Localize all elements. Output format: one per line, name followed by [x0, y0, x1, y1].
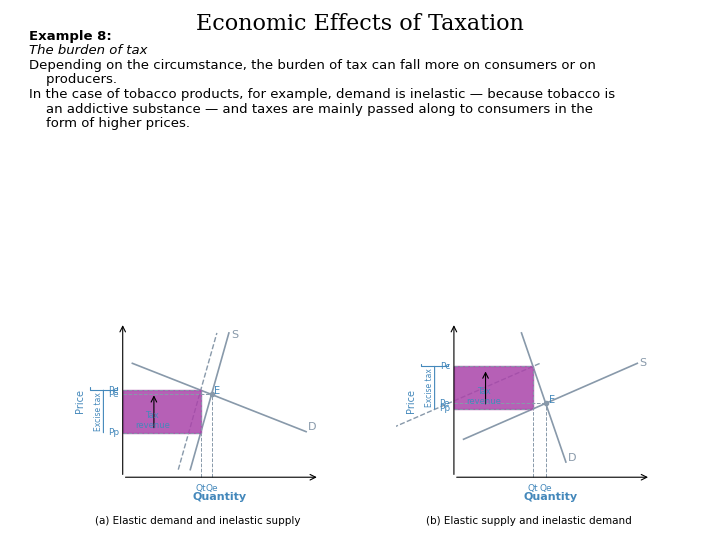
- Text: Price: Price: [76, 389, 85, 413]
- Bar: [454, 367, 533, 409]
- Text: S: S: [639, 359, 647, 368]
- Text: Qe: Qe: [539, 484, 552, 493]
- Text: D: D: [568, 453, 576, 463]
- Text: Qt: Qt: [528, 484, 539, 493]
- Text: Pe: Pe: [108, 390, 119, 399]
- Text: Excise tax: Excise tax: [94, 392, 103, 431]
- Text: (a) Elastic demand and inelastic supply: (a) Elastic demand and inelastic supply: [95, 516, 301, 526]
- Text: Pe: Pe: [439, 399, 450, 408]
- Text: D: D: [308, 422, 317, 432]
- Text: Quantity: Quantity: [192, 492, 246, 502]
- Text: E: E: [215, 386, 220, 396]
- Text: (b) Elastic supply and inelastic demand: (b) Elastic supply and inelastic demand: [426, 516, 632, 526]
- Text: Quantity: Quantity: [523, 492, 577, 502]
- Text: Pc: Pc: [109, 386, 119, 395]
- Text: Excise tax: Excise tax: [426, 368, 434, 407]
- Text: Example 8:: Example 8:: [29, 30, 112, 43]
- Text: Qe: Qe: [205, 484, 218, 493]
- Text: an addictive substance — and taxes are mainly passed along to consumers in the: an addictive substance — and taxes are m…: [29, 103, 593, 116]
- Text: Economic Effects of Taxation: Economic Effects of Taxation: [196, 14, 524, 36]
- Text: S: S: [231, 329, 238, 340]
- Text: Price: Price: [407, 389, 416, 413]
- Text: Tax
revenue: Tax revenue: [467, 387, 501, 407]
- Text: Pp: Pp: [108, 428, 119, 437]
- Bar: [122, 390, 201, 433]
- Text: Tax
revenue: Tax revenue: [135, 411, 170, 430]
- Text: producers.: producers.: [29, 73, 117, 86]
- Text: The burden of tax: The burden of tax: [29, 44, 148, 57]
- Text: E: E: [549, 395, 554, 404]
- Text: Qt: Qt: [195, 484, 206, 493]
- Text: Pc: Pc: [440, 362, 450, 371]
- Text: Pp: Pp: [439, 404, 450, 414]
- Text: Depending on the circumstance, the burden of tax can fall more on consumers or o: Depending on the circumstance, the burde…: [29, 59, 595, 72]
- Text: In the case of tobacco products, for example, demand is inelastic — because toba: In the case of tobacco products, for exa…: [29, 88, 615, 101]
- Text: form of higher prices.: form of higher prices.: [29, 117, 190, 130]
